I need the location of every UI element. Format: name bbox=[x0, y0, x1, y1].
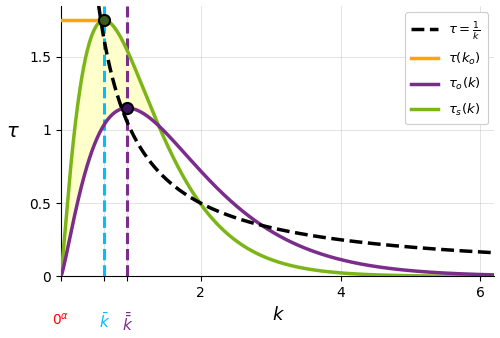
Text: $0^{\alpha}$: $0^{\alpha}$ bbox=[52, 312, 70, 328]
Text: $\bar{k}$: $\bar{k}$ bbox=[98, 312, 110, 331]
$\tau_s(k)$ bbox=[436, 274, 442, 278]
$\tau_s(k)$ bbox=[224, 232, 230, 236]
X-axis label: k: k bbox=[272, 306, 283, 323]
$\tau_o(k)$ bbox=[108, 114, 114, 118]
$\tau_s(k)$ bbox=[101, 18, 107, 22]
$\tau_o(k)$ bbox=[224, 196, 230, 200]
$\tau_s(k)$ bbox=[58, 274, 64, 278]
$\tau_s(k)$ bbox=[243, 245, 249, 249]
$\tau_o(k)$ bbox=[436, 271, 442, 275]
$\tau_s(k)$ bbox=[492, 274, 498, 278]
Text: $\bar{\bar{k}}$: $\bar{\bar{k}}$ bbox=[122, 312, 133, 334]
$\tau_o(k)$ bbox=[483, 273, 489, 277]
Y-axis label: $\tau$: $\tau$ bbox=[6, 122, 20, 141]
$\tau_s(k)$ bbox=[108, 21, 114, 25]
Line: $\tau_o(k)$: $\tau_o(k)$ bbox=[61, 108, 494, 276]
Legend: $\tau = \frac{1}{k}$, $\tau(k_o)$, $\tau_o(k)$, $\tau_s(k)$: $\tau = \frac{1}{k}$, $\tau(k_o)$, $\tau… bbox=[405, 12, 488, 124]
$\tau_o(k)$ bbox=[492, 273, 498, 277]
$\tau_s(k)$ bbox=[133, 69, 139, 73]
$\tau_o(k)$ bbox=[133, 108, 139, 112]
$\tau_o(k)$ bbox=[124, 106, 130, 110]
Line: $\tau_s(k)$: $\tau_s(k)$ bbox=[61, 20, 494, 276]
$\tau_o(k)$ bbox=[58, 274, 64, 278]
$\tau_o(k)$ bbox=[243, 212, 249, 216]
$\tau_s(k)$ bbox=[483, 274, 489, 278]
